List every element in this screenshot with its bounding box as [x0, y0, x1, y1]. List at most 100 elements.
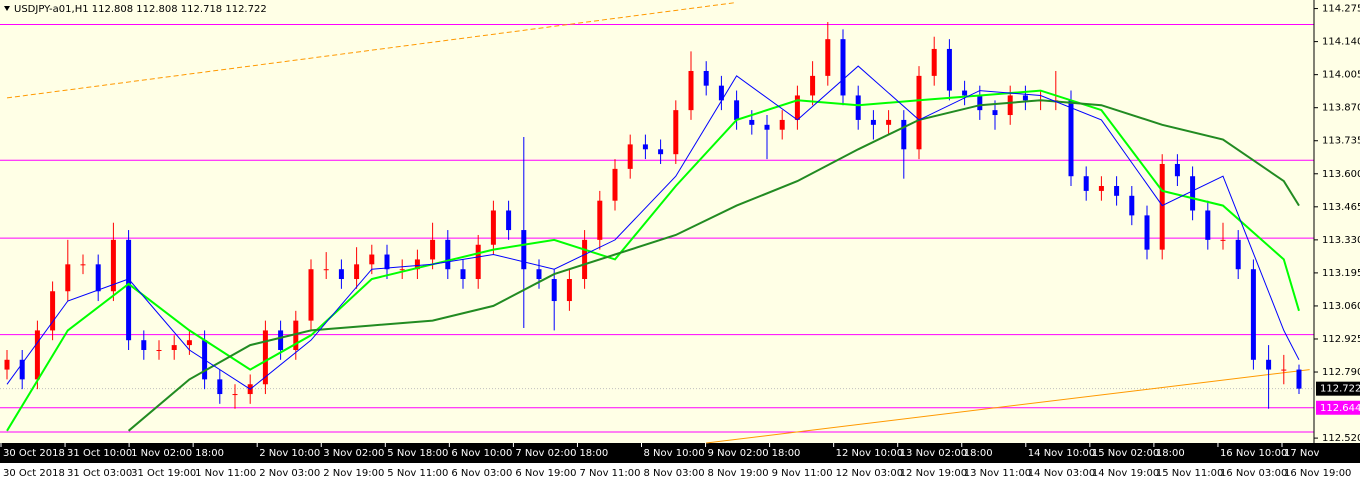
time-axis-band — [0, 443, 1360, 463]
candle-body — [658, 149, 664, 155]
x-label-bottom: 14 Nov 19:00 — [1092, 468, 1159, 479]
candle-body — [597, 200, 603, 240]
y-tick-label: 114.140 — [1322, 37, 1360, 48]
x-label-bottom: 31 Oct 19:00 — [131, 468, 196, 479]
candle-body — [1174, 163, 1180, 177]
x-label-bottom: 12 Nov 03:00 — [836, 468, 903, 479]
candle-body — [612, 168, 618, 201]
candle-body — [1022, 95, 1028, 101]
x-label-bottom: 6 Nov 19:00 — [515, 468, 576, 479]
candle-body — [338, 269, 344, 280]
candle-body — [1250, 269, 1256, 360]
candle-body — [1235, 239, 1241, 270]
candle-body — [627, 144, 633, 169]
marks — [0, 1, 1314, 444]
menu-arrow[interactable] — [4, 6, 10, 11]
trendline — [6, 1, 737, 99]
x-label-bottom: 2 Nov 19:00 — [323, 468, 384, 479]
candle-body — [810, 75, 816, 96]
bid-tag: 112.722 — [1320, 384, 1360, 395]
x-label-top: 18:00 — [772, 448, 801, 459]
x-label-top: 15 Nov 02:00 — [1092, 448, 1159, 459]
x-label-top: 5 Nov 18:00 — [387, 448, 448, 459]
candle-body — [80, 264, 86, 266]
x-label-bottom: 15 Nov 11:00 — [1156, 468, 1223, 479]
x-label-top: 18:00 — [964, 448, 993, 459]
candle-body — [734, 100, 740, 120]
candle-body — [1205, 210, 1211, 240]
candle-body — [141, 340, 147, 350]
trendline — [706, 369, 1310, 444]
x-label-bottom: 8 Nov 03:00 — [644, 468, 705, 479]
y-tick-label: 113.870 — [1322, 103, 1360, 114]
candle-body — [1129, 195, 1135, 216]
x-label-top: 18:00 — [195, 448, 224, 459]
candle-body — [521, 230, 527, 270]
candle-body — [293, 320, 299, 350]
candle-body — [794, 95, 800, 120]
candle-body — [1159, 163, 1165, 250]
moving-average — [127, 99, 1300, 432]
candle-body — [232, 394, 238, 396]
x-label-top: 18:00 — [1156, 448, 1185, 459]
candle-body — [1007, 95, 1013, 116]
x-label-bottom: 16 Nov 03:00 — [1220, 468, 1287, 479]
candle-body — [1144, 215, 1150, 250]
plot-bg — [0, 0, 1314, 443]
candle-body — [475, 244, 481, 280]
candle-body — [1098, 186, 1104, 191]
x-label-top: 18:00 — [579, 448, 608, 459]
x-label-top: 17 Nov — [1284, 448, 1320, 459]
candle-body — [354, 264, 360, 280]
candle-body — [977, 95, 983, 111]
candle-body — [688, 70, 694, 111]
candle-body — [110, 239, 116, 292]
candle-body — [1220, 239, 1226, 241]
x-label-bottom: 6 Nov 03:00 — [451, 468, 512, 479]
moving-average — [6, 65, 1300, 390]
x-label-top: 9 Nov 02:00 — [708, 448, 769, 459]
y-tick-label: 114.275 — [1322, 4, 1360, 15]
candle-body — [962, 90, 968, 96]
x-label-top: 1 Nov 02:00 — [131, 448, 192, 459]
candle-body — [718, 85, 724, 101]
x-label-top: 30 Oct 2018 — [3, 448, 65, 459]
candle-body — [445, 239, 451, 270]
candle-body — [931, 48, 937, 76]
candle-body — [566, 279, 572, 302]
x-label-top: 16 Nov 10:00 — [1220, 448, 1287, 459]
candle-body — [825, 39, 831, 76]
x-label-top: 31 Oct 10:00 — [67, 448, 132, 459]
x-label-bottom: 12 Nov 19:00 — [900, 468, 967, 479]
candle-body — [551, 279, 557, 302]
x-label-bottom: 30 Oct 2018 — [3, 468, 65, 479]
y-tick-label: 113.600 — [1322, 169, 1360, 180]
y-tick-label: 112.520 — [1322, 433, 1360, 444]
chart-title: USDJPY-a01,H1 112.808 112.808 112.718 11… — [14, 4, 267, 15]
candle-body — [19, 359, 25, 380]
candle-body — [126, 239, 132, 341]
candle-body — [992, 110, 998, 116]
candle-body — [1068, 100, 1074, 177]
x-label-bottom: 9 Nov 11:00 — [772, 468, 833, 479]
candle-body — [1083, 176, 1089, 191]
candle-body — [840, 39, 846, 96]
candle-body — [1296, 369, 1302, 389]
x-label-bottom: 31 Oct 03:00 — [67, 468, 132, 479]
candle-body — [95, 264, 101, 292]
candle-body — [156, 349, 162, 351]
y-tick-label: 113.330 — [1322, 235, 1360, 246]
y-tick-label: 114.005 — [1322, 70, 1360, 81]
y-tick-label: 113.465 — [1322, 202, 1360, 213]
y-tick-label: 112.925 — [1322, 334, 1360, 345]
candle-body — [384, 254, 390, 270]
candle-body — [65, 264, 71, 292]
candle-body — [50, 291, 56, 331]
x-label-bottom: 5 Nov 11:00 — [387, 468, 448, 479]
x-label-bottom: 2 Nov 03:00 — [259, 468, 320, 479]
candle-body — [1266, 359, 1272, 370]
x-label-top: 13 Nov 02:00 — [900, 448, 967, 459]
candle-body — [946, 48, 952, 91]
level-tag: 112.644 — [1320, 403, 1360, 414]
